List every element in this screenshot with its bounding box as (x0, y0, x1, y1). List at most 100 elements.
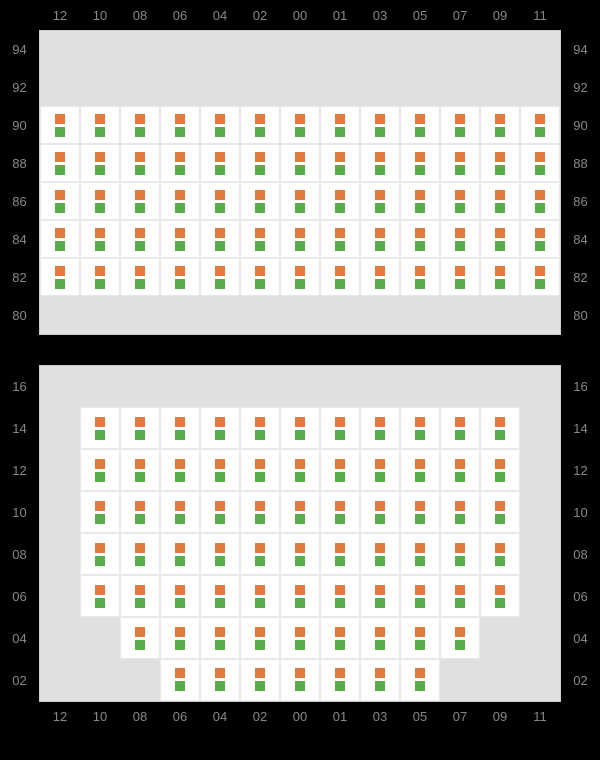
seat-cell[interactable] (240, 617, 280, 659)
seat-cell[interactable] (480, 182, 520, 220)
seat-cell[interactable] (320, 617, 360, 659)
seat-cell[interactable] (480, 220, 520, 258)
seat-cell[interactable] (240, 449, 280, 491)
seat-cell[interactable] (200, 617, 240, 659)
seat-cell[interactable] (280, 182, 320, 220)
seat-cell[interactable] (400, 258, 440, 296)
seat-cell[interactable] (520, 144, 560, 182)
seat-cell[interactable] (360, 220, 400, 258)
seat-cell[interactable] (320, 533, 360, 575)
seat-cell[interactable] (200, 144, 240, 182)
seat-cell[interactable] (400, 659, 440, 701)
seat-cell[interactable] (80, 182, 120, 220)
seat-cell[interactable] (80, 220, 120, 258)
seat-cell[interactable] (160, 575, 200, 617)
seat-cell[interactable] (240, 258, 280, 296)
seat-cell[interactable] (160, 617, 200, 659)
seat-cell[interactable] (200, 220, 240, 258)
seat-cell[interactable] (40, 144, 80, 182)
seat-cell[interactable] (520, 106, 560, 144)
seat-cell[interactable] (120, 144, 160, 182)
seat-cell[interactable] (280, 144, 320, 182)
seat-cell[interactable] (160, 491, 200, 533)
seat-cell[interactable] (520, 258, 560, 296)
seat-cell[interactable] (240, 659, 280, 701)
seat-cell[interactable] (440, 491, 480, 533)
seat-cell[interactable] (240, 575, 280, 617)
seat-cell[interactable] (120, 449, 160, 491)
seat-cell[interactable] (320, 407, 360, 449)
seat-cell[interactable] (480, 575, 520, 617)
seat-cell[interactable] (360, 106, 400, 144)
seat-cell[interactable] (240, 220, 280, 258)
seat-cell[interactable] (80, 258, 120, 296)
seat-cell[interactable] (240, 491, 280, 533)
seat-cell[interactable] (280, 106, 320, 144)
seat-cell[interactable] (40, 258, 80, 296)
seat-cell[interactable] (400, 106, 440, 144)
seat-cell[interactable] (320, 449, 360, 491)
seat-cell[interactable] (360, 533, 400, 575)
seat-cell[interactable] (40, 106, 80, 144)
seat-cell[interactable] (160, 144, 200, 182)
seat-cell[interactable] (400, 491, 440, 533)
seat-cell[interactable] (360, 449, 400, 491)
seat-cell[interactable] (320, 220, 360, 258)
seat-cell[interactable] (200, 182, 240, 220)
seat-cell[interactable] (400, 533, 440, 575)
seat-cell[interactable] (360, 144, 400, 182)
seat-cell[interactable] (160, 407, 200, 449)
seat-cell[interactable] (120, 182, 160, 220)
seat-cell[interactable] (40, 220, 80, 258)
seat-cell[interactable] (440, 220, 480, 258)
seat-cell[interactable] (40, 182, 80, 220)
seat-cell[interactable] (160, 220, 200, 258)
seat-cell[interactable] (440, 258, 480, 296)
seat-cell[interactable] (160, 182, 200, 220)
seat-cell[interactable] (400, 220, 440, 258)
seat-cell[interactable] (400, 575, 440, 617)
seat-cell[interactable] (120, 533, 160, 575)
seat-cell[interactable] (280, 449, 320, 491)
seat-cell[interactable] (120, 617, 160, 659)
seat-cell[interactable] (400, 407, 440, 449)
seat-cell[interactable] (160, 659, 200, 701)
seat-cell[interactable] (320, 106, 360, 144)
seat-cell[interactable] (200, 449, 240, 491)
seat-cell[interactable] (240, 106, 280, 144)
seat-cell[interactable] (320, 659, 360, 701)
seat-cell[interactable] (200, 533, 240, 575)
seat-cell[interactable] (440, 617, 480, 659)
seat-cell[interactable] (360, 407, 400, 449)
seat-cell[interactable] (480, 407, 520, 449)
seat-cell[interactable] (200, 106, 240, 144)
seat-cell[interactable] (120, 407, 160, 449)
seat-cell[interactable] (160, 106, 200, 144)
seat-cell[interactable] (240, 407, 280, 449)
seat-cell[interactable] (320, 258, 360, 296)
seat-cell[interactable] (480, 533, 520, 575)
seat-cell[interactable] (320, 491, 360, 533)
seat-cell[interactable] (360, 182, 400, 220)
seat-cell[interactable] (200, 659, 240, 701)
seat-cell[interactable] (360, 617, 400, 659)
seat-cell[interactable] (360, 659, 400, 701)
seat-cell[interactable] (520, 182, 560, 220)
seat-cell[interactable] (160, 258, 200, 296)
seat-cell[interactable] (440, 106, 480, 144)
seat-cell[interactable] (240, 182, 280, 220)
seat-cell[interactable] (80, 491, 120, 533)
seat-cell[interactable] (120, 220, 160, 258)
seat-cell[interactable] (440, 449, 480, 491)
seat-cell[interactable] (440, 533, 480, 575)
seat-cell[interactable] (360, 258, 400, 296)
seat-cell[interactable] (480, 106, 520, 144)
seat-cell[interactable] (440, 144, 480, 182)
seat-cell[interactable] (320, 182, 360, 220)
seat-cell[interactable] (440, 575, 480, 617)
seat-cell[interactable] (80, 449, 120, 491)
seat-cell[interactable] (320, 575, 360, 617)
seat-cell[interactable] (80, 144, 120, 182)
seat-cell[interactable] (80, 533, 120, 575)
seat-cell[interactable] (240, 533, 280, 575)
